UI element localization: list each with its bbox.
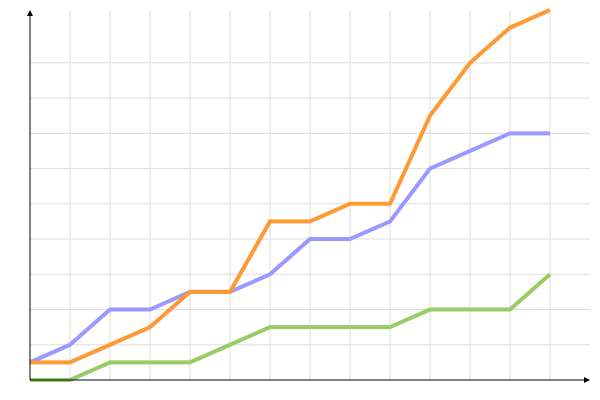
series-line-2 bbox=[30, 8, 551, 365]
series-lines bbox=[29, 8, 552, 382]
y-axis-arrow bbox=[27, 10, 33, 16]
axes bbox=[27, 10, 590, 383]
x-axis-arrow bbox=[584, 377, 590, 383]
series-line-1 bbox=[29, 131, 550, 365]
series-line-3 bbox=[30, 272, 552, 382]
grid bbox=[30, 10, 590, 380]
